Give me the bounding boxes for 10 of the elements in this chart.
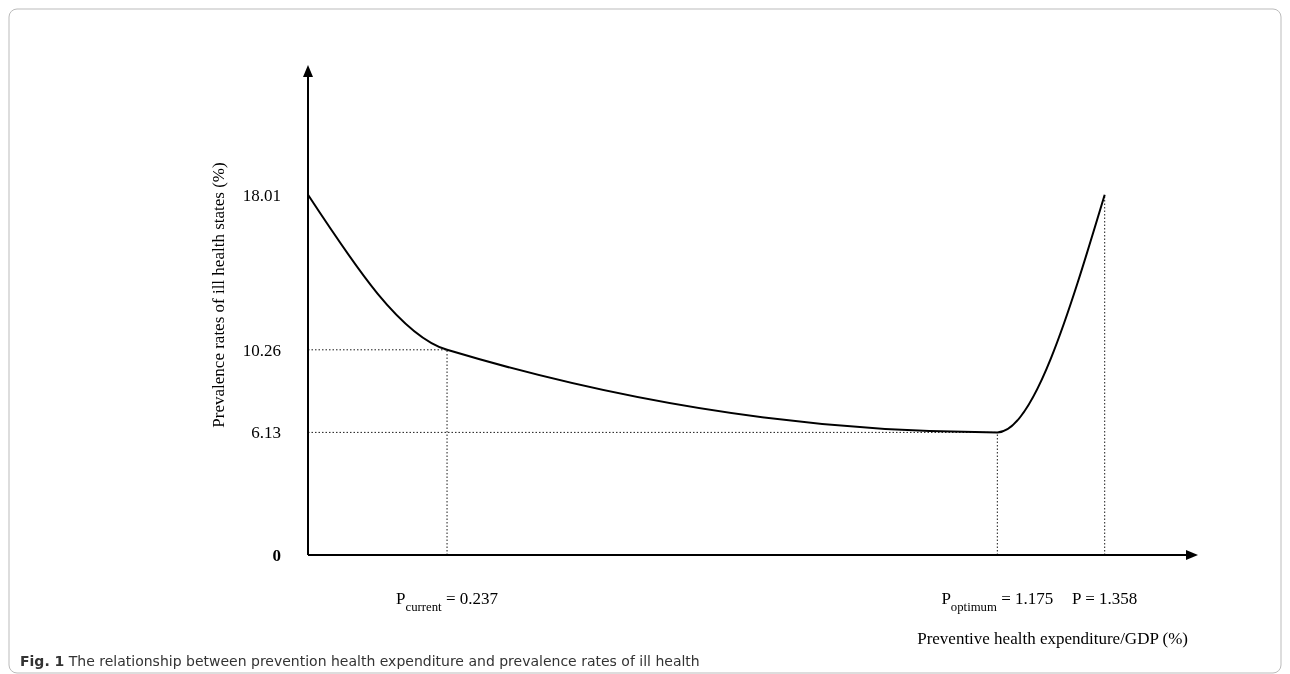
y-tick-label: 18.01 — [242, 185, 281, 205]
text: Fig. 1 The relationship between prevention health expenditure and prevalence rates of ill health — [20, 653, 700, 669]
x-tick-label: P$_{current}$ = 0.237 — [396, 589, 499, 614]
x-tick-label: P = 1.358 — [1072, 589, 1138, 608]
x-tick-label: P$_{optimum}$ = 1.175 — [941, 589, 1054, 614]
y-tick-label: 10.26 — [242, 340, 281, 360]
y-tick-label: 0 — [272, 545, 281, 565]
y-axis-title: Prevalence rates of ill health states (%) — [209, 162, 228, 428]
y-tick-label: 6.13 — [251, 423, 281, 443]
x-axis-title: Preventive health expenditure/GDP (%) — [917, 629, 1188, 648]
